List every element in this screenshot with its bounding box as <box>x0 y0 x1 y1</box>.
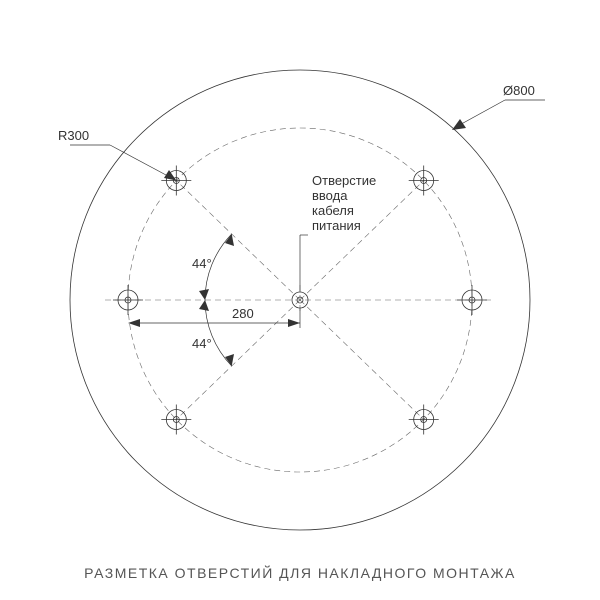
mounting-diagram: R300 Ø800 44° 44° 280 Отверстие ввода ка… <box>0 0 600 600</box>
radius-leader <box>70 145 176 181</box>
hole-180 <box>113 285 143 315</box>
angle-label-upper: 44° <box>192 256 212 271</box>
radius-label: R300 <box>58 128 89 143</box>
diameter-label: Ø800 <box>503 83 535 98</box>
center-note-leader <box>300 235 308 292</box>
center-note: Отверстие ввода кабеля питания <box>312 173 380 233</box>
hole-0 <box>457 285 487 315</box>
caption: РАЗМЕТКА ОТВЕРСТИЙ ДЛЯ НАКЛАДНОГО МОНТАЖ… <box>84 564 516 581</box>
hole-316 <box>409 405 439 435</box>
angle-label-lower: 44° <box>192 336 212 351</box>
hole-44 <box>409 166 439 196</box>
hole-224 <box>161 405 191 435</box>
span-label: 280 <box>232 306 254 321</box>
diameter-leader <box>452 100 545 130</box>
